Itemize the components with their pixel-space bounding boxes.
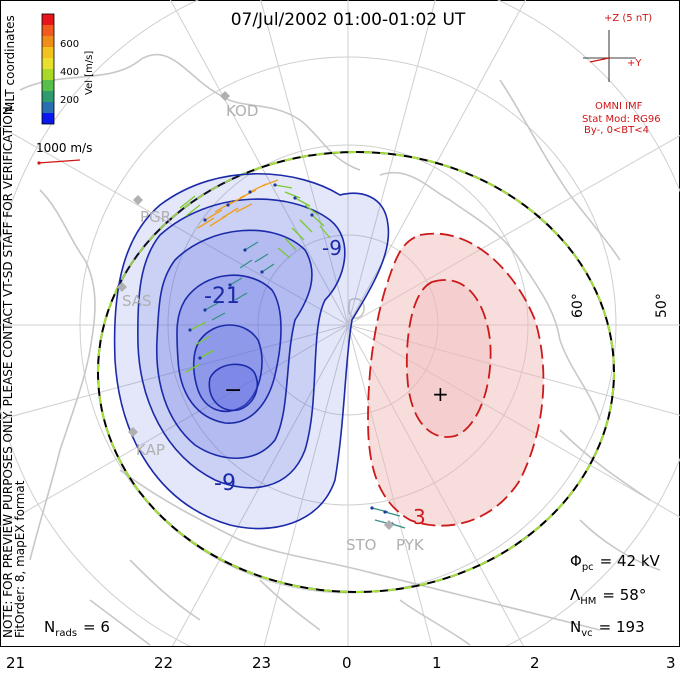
coastlines — [19, 53, 661, 646]
station-label-kap: KAP — [136, 441, 165, 459]
negative-cell — [113, 173, 390, 530]
station-label-kod: KOD — [226, 102, 258, 120]
plot-frame — [0, 0, 680, 647]
neg-contour-5 — [192, 324, 263, 413]
neg-contour-4 — [176, 274, 282, 424]
mlt-tick-3: 3 — [666, 654, 676, 672]
hm-boundary — [97, 151, 615, 593]
contour-label-neg9-top: -9 — [322, 236, 342, 260]
mlt-tick-0: 0 — [342, 654, 352, 672]
positive-cell — [367, 232, 545, 527]
velocity-scale-label: 1000 m/s — [36, 141, 92, 155]
map-title: 07/Jul/2002 01:00-01:02 UT — [231, 10, 466, 30]
mlt-tick-2: 2 — [530, 654, 540, 672]
coordinate-system-label: MLT coordinates — [3, 15, 17, 112]
neg-contour-2 — [137, 198, 346, 489]
imf-condition: By-, 0<BT<4 — [584, 125, 649, 136]
color-bar: 600 400 200 Vel [m/s] — [41, 13, 95, 125]
mlt-tick-23: 23 — [252, 654, 271, 672]
neg-contour-core — [208, 363, 259, 412]
imf-y-label: +Y — [627, 58, 642, 69]
stat-lambda-hm: ΛHM = 58° — [570, 586, 646, 607]
potential-max-marker: + — [432, 382, 449, 406]
mlt-axis: 21 22 23 0 1 2 3 — [6, 654, 676, 672]
fit-order-label: FitOrder: 8, mapEX format — [13, 480, 27, 638]
station-markers — [117, 91, 394, 530]
velocity-scale-origin — [37, 161, 41, 165]
velocity-vectors-green — [179, 184, 331, 373]
pos-contour-inner — [405, 279, 492, 438]
velocity-vectors-teal — [204, 241, 406, 529]
station-label-sto: STO — [346, 536, 377, 554]
imf-model: Stat Mod: RG96 — [582, 114, 661, 125]
imf-source: OMNI IMF — [595, 101, 643, 112]
contour-label-pos3: 3 — [413, 505, 426, 529]
imf-vector — [589, 57, 610, 63]
imf-z-label: +Z (5 nT) — [604, 13, 652, 24]
velocity-vectors-orange — [197, 179, 279, 229]
contour-label-neg9: -9 — [214, 471, 236, 496]
colorbar-tick-400: 400 — [60, 67, 79, 78]
stat-nrads: Nrads = 6 — [44, 618, 110, 639]
colorbar-tick-600: 600 — [60, 39, 79, 50]
imf-panel: +Z (5 nT) +Y OMNI IMF Stat Mod: RG96 By-… — [582, 13, 661, 136]
colorbar-label: Vel [m/s] — [84, 51, 95, 95]
latitude-label-60: 60° — [570, 293, 586, 318]
contour-label-neg21: -21 — [204, 284, 240, 309]
colorbar-tick-200: 200 — [60, 95, 79, 106]
mlt-tick-1: 1 — [432, 654, 442, 672]
station-label-sas: SAS — [122, 292, 152, 310]
preview-watermark: NOTE: FOR PREVIEW PURPOSES ONLY. PLEASE … — [1, 102, 15, 638]
mlt-tick-22: 22 — [154, 654, 173, 672]
station-label-pgr: PGR — [140, 208, 171, 226]
stat-phi-pc: Φpc = 42 kV — [570, 552, 661, 573]
velocity-scale-bar — [37, 159, 81, 164]
pos-contour-outer — [367, 232, 545, 527]
latitude-label-50: 50° — [654, 293, 670, 318]
station-label-pyk: PYK — [396, 536, 425, 554]
stat-nvc: Nvc = 193 — [570, 618, 645, 639]
potential-min-marker: − — [224, 378, 242, 403]
mlt-tick-21: 21 — [6, 654, 25, 672]
neg-contour-outer — [113, 173, 390, 530]
station-labels: KOD PGR SAS KAP STO PYK — [122, 102, 425, 554]
stats-panel: Φpc = 42 kV ΛHM = 58° Nvc = 193 Nrads = 6 — [44, 552, 661, 639]
